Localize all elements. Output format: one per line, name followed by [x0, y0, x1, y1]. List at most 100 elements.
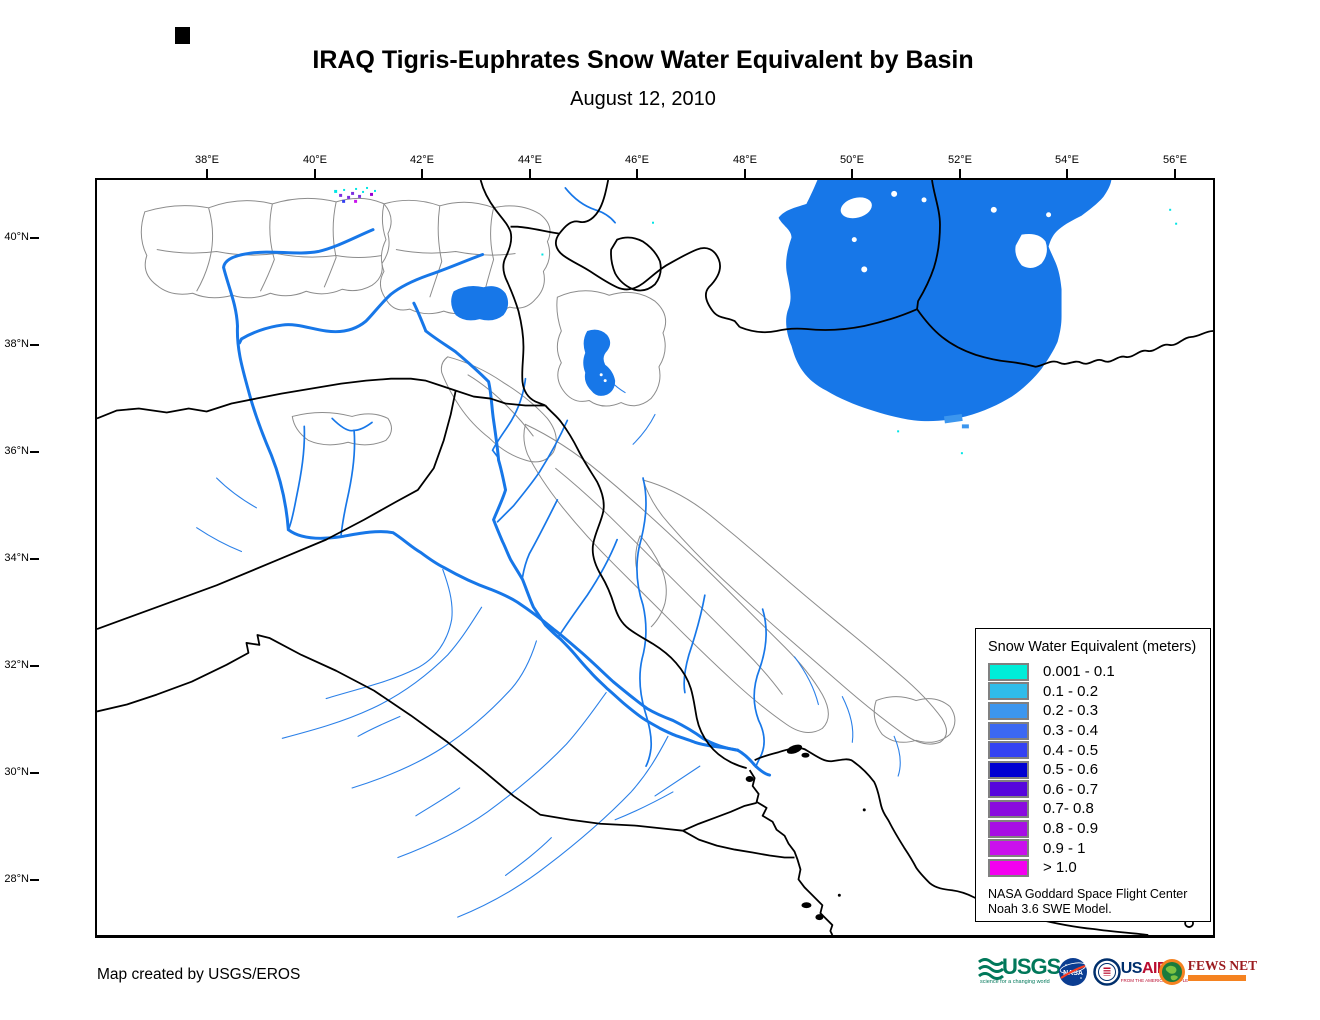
latitude-tick-label: 30°N — [4, 766, 29, 778]
tick-mark — [744, 169, 746, 178]
latitude-tick-label: 28°N — [4, 873, 29, 885]
usaid-logo: USAID FROM THE AMERICAN PEOPLE — [1092, 954, 1188, 990]
major-tributaries — [287, 187, 767, 768]
usgs-wordmark: USGS — [1002, 954, 1061, 979]
usgs-tagline: science for a changing world — [980, 979, 1050, 985]
legend-entry: 0.3 - 0.4 — [988, 721, 1200, 741]
legend-swatch — [988, 701, 1029, 720]
map-title: IRAQ Tigris-Euphrates Snow Water Equival… — [312, 46, 974, 74]
note-line-2: Noah 3.6 SWE Model. — [988, 901, 1112, 916]
legend-swatch — [988, 682, 1029, 701]
legend-entry: 0.5 - 0.6 — [988, 760, 1200, 780]
tick-mark — [30, 451, 39, 453]
tick-mark — [529, 169, 531, 178]
legend-entries: 0.001 - 0.1 0.1 - 0.2 0.2 - 0.3 0.3 - 0.4 0.… — [988, 662, 1200, 878]
note-line-1: NASA Goddard Space Flight Center — [988, 886, 1188, 901]
legend-entry-label: 0.8 - 0.9 — [1043, 820, 1099, 838]
tributary-rivers — [196, 368, 901, 918]
longitude-tick-label: 54°E — [1055, 154, 1079, 166]
legend-swatch — [988, 819, 1029, 838]
legend-swatch — [988, 662, 1029, 681]
tick-mark — [30, 772, 39, 774]
tick-mark — [959, 169, 961, 178]
fewsnet-wordmark: FEWS NET — [1187, 958, 1258, 973]
latitude-tick-label: 40°N — [4, 231, 29, 243]
longitude-tick-label: 38°E — [195, 154, 219, 166]
longitude-tick-label: 50°E — [840, 154, 864, 166]
longitude-tick-label: 44°E — [518, 154, 542, 166]
tick-mark — [421, 169, 423, 178]
map-legend: Snow Water Equivalent (meters) 0.001 - 0… — [975, 628, 1211, 922]
tick-mark — [30, 237, 39, 239]
tick-mark — [30, 879, 39, 881]
tick-mark — [636, 169, 638, 178]
legend-entry-label: 0.1 - 0.2 — [1043, 682, 1099, 700]
fewsnet-banner — [1187, 975, 1246, 981]
longitude-tick-label: 52°E — [948, 154, 972, 166]
legend-entry: 0.2 - 0.3 — [988, 701, 1200, 721]
longitude-tick-label: 40°E — [303, 154, 327, 166]
legend-swatch — [988, 799, 1029, 818]
tick-mark — [314, 169, 316, 178]
legend-entry: > 1.0 — [988, 858, 1200, 878]
legend-swatch — [988, 839, 1029, 858]
legend-swatch — [988, 780, 1029, 799]
usaid-seal-icon — [1092, 958, 1121, 986]
basin-boundaries — [140, 197, 956, 745]
nasa-meatball-icon: NASA — [1058, 958, 1087, 986]
usgs-logo: USGS science for a changing world — [978, 954, 1061, 990]
map-date: August 12, 2010 — [570, 88, 716, 110]
snow-water-pixels — [334, 186, 1178, 455]
lake-van — [451, 285, 509, 321]
legend-entry: 0.4 - 0.5 — [988, 740, 1200, 760]
legend-entry-label: 0.5 - 0.6 — [1043, 761, 1099, 779]
svg-text:NASA: NASA — [1063, 970, 1083, 977]
agency-logos: USGS science for a changing world NASA U… — [978, 950, 1257, 994]
longitude-tick-label: 56°E — [1163, 154, 1187, 166]
legend-source-note: NASA Goddard Space Flight Center Noah 3.… — [988, 887, 1200, 917]
legend-entry-label: 0.6 - 0.7 — [1043, 780, 1099, 798]
basin-map — [97, 180, 1213, 935]
euphrates-tigris-rivers — [222, 228, 772, 777]
legend-entry-label: 0.4 - 0.5 — [1043, 741, 1099, 759]
coastal-islands — [745, 744, 866, 921]
latitude-tick-label: 32°N — [4, 659, 29, 671]
legend-entry-label: 0.001 - 0.1 — [1043, 663, 1115, 681]
map-credit: Map created by USGS/EROS — [97, 966, 301, 983]
legend-swatch — [988, 760, 1029, 779]
latitude-tick-label: 38°N — [4, 338, 29, 350]
latitude-tick-label: 36°N — [4, 445, 29, 457]
legend-swatch — [988, 858, 1029, 877]
tick-mark — [30, 558, 39, 560]
screenshot-artifact-mark — [175, 27, 190, 44]
legend-entry-label: 0.9 - 1 — [1043, 839, 1086, 857]
legend-swatch — [988, 741, 1029, 760]
legend-entry-label: 0.2 - 0.3 — [1043, 702, 1099, 720]
legend-entry-label: 0.7- 0.8 — [1043, 800, 1094, 818]
legend-entry: 0.1 - 0.2 — [988, 682, 1200, 702]
longitude-tick-label: 42°E — [410, 154, 434, 166]
nasa-logo: NASA — [1057, 956, 1089, 988]
legend-entry: 0.6 - 0.7 — [988, 780, 1200, 800]
tick-mark — [851, 169, 853, 178]
tick-mark — [30, 344, 39, 346]
fewsnet-logo: FEWS NET — [1158, 954, 1257, 990]
tick-mark — [206, 169, 208, 178]
tick-mark — [1174, 169, 1176, 178]
lake-urmia — [583, 329, 616, 396]
longitude-tick-label: 48°E — [733, 154, 757, 166]
country-borders — [97, 180, 1213, 859]
lakes — [451, 285, 616, 396]
tick-mark — [30, 665, 39, 667]
tick-mark — [1066, 169, 1068, 178]
legend-entry: 0.9 - 1 — [988, 838, 1200, 858]
legend-entry-label: > 1.0 — [1043, 859, 1077, 877]
legend-entry-label: 0.3 - 0.4 — [1043, 722, 1099, 740]
caspian-sea — [778, 180, 1112, 422]
usgs-wave-icon — [978, 958, 1004, 980]
legend-swatch — [988, 721, 1029, 740]
longitude-tick-label: 46°E — [625, 154, 649, 166]
fewsnet-globe-icon — [1158, 959, 1185, 985]
legend-entry: 0.001 - 0.1 — [988, 662, 1200, 682]
